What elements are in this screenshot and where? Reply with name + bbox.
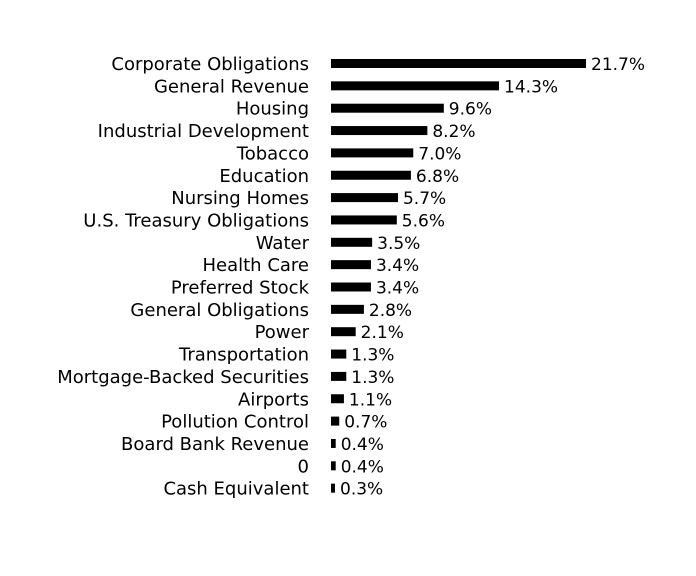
category-label: Cash Equivalent [163,479,309,500]
bar [331,148,414,158]
category-label: Health Care [202,255,309,276]
category-label: Nursing Homes [171,188,309,209]
value-label: 1.1% [349,390,392,410]
category-label: 0 [298,456,309,477]
bar [331,81,500,91]
bar [331,304,364,314]
bar [331,438,336,448]
value-label: 0.4% [341,435,384,455]
bar [331,193,398,203]
value-label: 6.8% [416,167,459,187]
category-label: Tobacco [236,143,309,164]
category-label: Water [256,233,310,254]
category-label: Power [255,322,310,343]
category-label: Pollution Control [161,412,309,433]
value-label: 1.3% [351,368,394,388]
value-label: 7.0% [418,144,461,164]
value-label: 14.3% [504,77,558,97]
category-label: Mortgage-Backed Securities [57,367,309,388]
bar [331,103,444,113]
value-label: 1.3% [351,346,394,366]
bar [331,215,397,225]
bar [331,237,373,247]
category-label: Board Bank Revenue [121,434,309,455]
bar [331,260,371,270]
value-label: 3.5% [377,234,420,254]
value-label: 0.4% [341,457,384,477]
chart-rows: Corporate Obligations 21.7% General Revenu… [57,54,645,500]
category-label: Airports [238,389,309,410]
value-label: 3.4% [376,256,419,276]
value-label: 21.7% [591,55,645,75]
value-label: 2.8% [369,301,412,321]
category-label: General Obligations [130,300,309,321]
bar [331,126,428,136]
category-label: General Revenue [154,76,309,97]
bar [331,59,586,68]
bar [331,394,344,404]
category-label: Preferred Stock [171,278,310,299]
bar [331,327,356,337]
category-label: Transportation [178,345,309,366]
value-label: 5.6% [402,211,445,231]
bar [331,170,411,180]
category-label: Corporate Obligations [111,54,309,75]
value-label: 3.4% [376,279,419,299]
value-label: 2.1% [361,323,404,343]
value-label: 9.6% [449,100,492,120]
bar [331,282,371,292]
category-label: U.S. Treasury Obligations [83,210,309,231]
category-label: Education [219,166,309,187]
bar [331,371,347,381]
category-label: Housing [236,99,309,120]
bar [331,416,340,426]
value-label: 0.3% [340,480,383,500]
bar [331,461,336,471]
value-label: 5.7% [403,189,446,209]
value-label: 8.2% [432,122,475,142]
value-label: 0.7% [344,413,387,433]
category-label: Industrial Development [98,121,309,142]
bar [331,483,335,493]
bar [331,349,347,359]
